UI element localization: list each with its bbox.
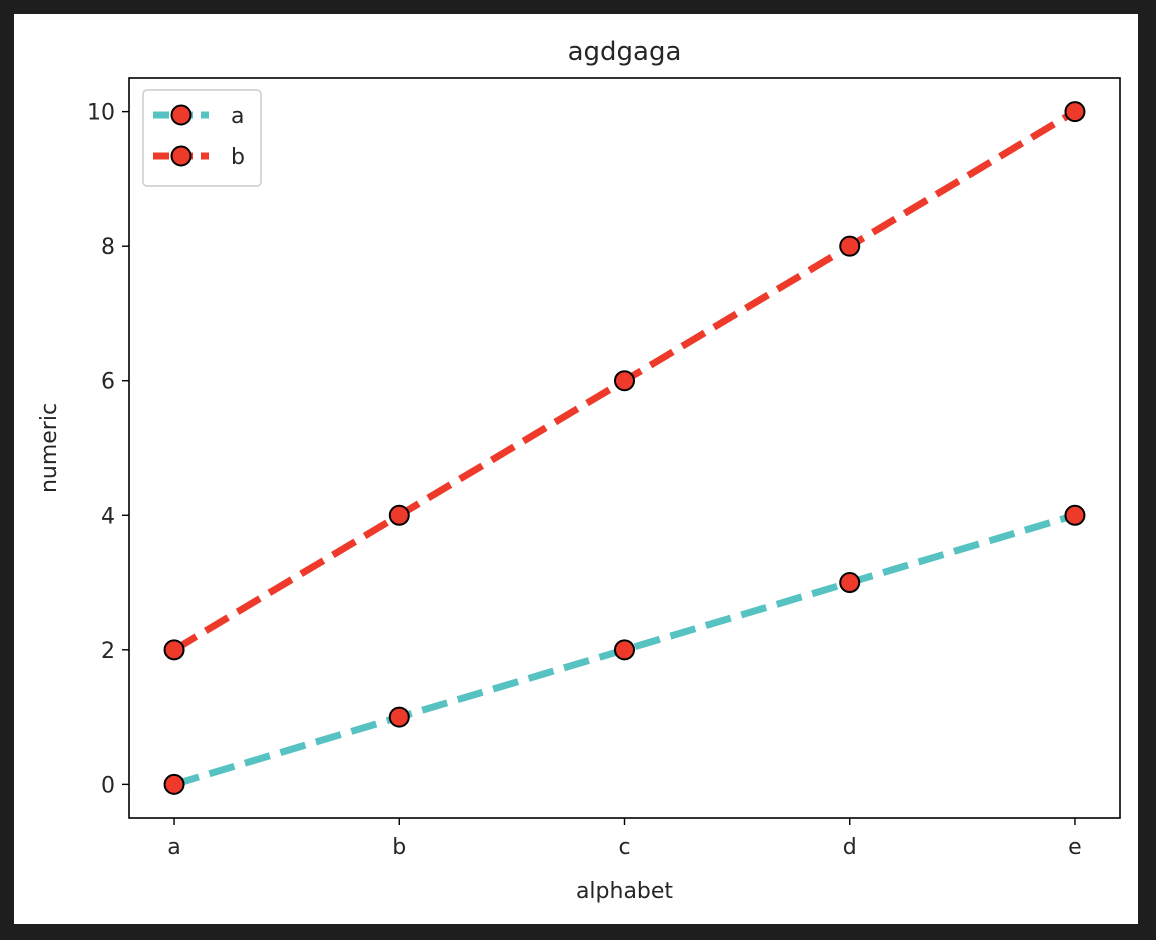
series-b-point [388, 504, 410, 526]
series-a-point [388, 706, 410, 728]
legend: ab [142, 89, 262, 187]
x-tick-label: b [392, 835, 406, 860]
x-tick-label: d [843, 835, 857, 860]
series-b-point [614, 370, 635, 392]
y-axis-title: numeric [37, 403, 62, 493]
series-a-point [839, 572, 861, 594]
legend-b-marker [170, 145, 192, 167]
y-tick-label: 8 [101, 235, 115, 260]
y-tick-label: 2 [101, 639, 115, 664]
series-a-point [614, 639, 635, 661]
axes-frame [128, 77, 1121, 819]
series-a-point [1064, 504, 1086, 526]
series-b-point [839, 235, 861, 257]
y-tick-label: 6 [101, 370, 115, 395]
y-tick-label: 0 [101, 773, 115, 798]
legend-b-label: b [231, 145, 245, 170]
legend-a-marker [170, 104, 192, 126]
series-b-point [163, 639, 185, 661]
chart-title: agdgaga [568, 37, 682, 67]
x-axis-title: alphabet [576, 879, 673, 904]
x-tick-label: a [167, 835, 180, 860]
series-a-point [163, 773, 185, 795]
legend-a-label: a [231, 104, 244, 129]
plot-area [163, 101, 1086, 795]
series-b-point [1064, 101, 1086, 123]
x-tick-label: c [618, 835, 630, 860]
y-tick-label: 4 [101, 504, 115, 529]
x-tick-label: e [1068, 835, 1082, 860]
y-tick-label: 10 [87, 101, 115, 126]
series-a-line [173, 511, 1076, 788]
